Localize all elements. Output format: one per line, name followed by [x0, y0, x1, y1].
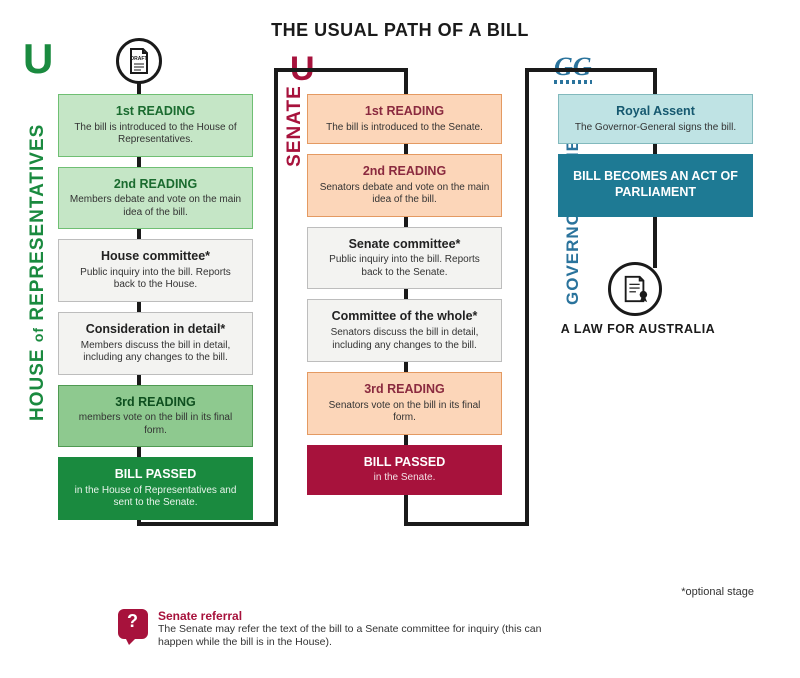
box-desc: The bill is introduced to the House of R… [69, 122, 242, 147]
house-label-of: of [30, 327, 46, 342]
senate-box-4: Committee of the whole* Senators discuss… [307, 299, 502, 362]
senate-box-6: BILL PASSED in the Senate. [307, 445, 502, 495]
box-title: 3rd READING [115, 395, 196, 411]
house-box-2: 2nd READING Members debate and vote on t… [58, 167, 253, 230]
box-title: 1st READING [116, 104, 195, 120]
line-v2up [525, 68, 529, 526]
box-title: BILL PASSED [364, 455, 446, 471]
box-title: BILL BECOMES AN ACT OF PARLIAMENT [567, 169, 744, 200]
box-desc: in the Senate. [374, 472, 436, 485]
box-desc: Members debate and vote on the main idea… [69, 194, 242, 219]
senate-box-3: Senate committee* Public inquiry into th… [307, 227, 502, 290]
house-label-suffix: REPRESENTATIVES [27, 124, 48, 321]
draft-icon: DRAFT [116, 38, 162, 84]
line-h2 [274, 68, 408, 72]
column-gg: Royal Assent The Governor-General signs … [558, 94, 753, 227]
svg-text:DRAFT: DRAFT [131, 56, 148, 62]
box-title: 2nd READING [114, 177, 197, 193]
line-v1up [274, 68, 278, 526]
senate-referral: Senate referral The Senate may refer the… [118, 609, 578, 650]
box-title: 1st READING [365, 104, 444, 120]
box-title: Royal Assent [616, 104, 695, 120]
box-desc: Senators vote on the bill in its final f… [318, 400, 491, 425]
senate-referral-title: Senate referral [158, 609, 578, 623]
box-title: BILL PASSED [115, 467, 197, 483]
label-house: HOUSE of REPRESENTATIVES [27, 201, 49, 421]
senate-box-5: 3rd READING Senators vote on the bill in… [307, 372, 502, 435]
house-u-icon: U [23, 35, 53, 83]
column-house: 1st READING The bill is introduced to th… [58, 94, 253, 530]
box-title: House committee* [101, 249, 210, 265]
box-desc: members vote on the bill in its final fo… [69, 412, 242, 437]
box-desc: Members discuss the bill in detail, incl… [69, 340, 242, 365]
main-title: THE USUAL PATH OF A BILL [0, 20, 800, 41]
footnote: *optional stage [681, 586, 754, 598]
box-desc: The bill is introduced to the Senate. [326, 122, 483, 135]
box-desc: in the House of Representatives and sent… [69, 485, 242, 510]
house-box-6: BILL PASSED in the House of Representati… [58, 457, 253, 520]
box-desc: Public inquiry into the bill. Reports ba… [69, 267, 242, 292]
box-desc: The Governor-General signs the bill. [575, 122, 736, 135]
line-h1 [137, 522, 277, 526]
gg-box-1: Royal Assent The Governor-General signs … [558, 94, 753, 144]
question-icon [118, 609, 148, 639]
house-box-1: 1st READING The bill is introduced to th… [58, 94, 253, 157]
box-title: 2nd READING [363, 164, 446, 180]
box-desc: Public inquiry into the bill. Reports ba… [318, 254, 491, 279]
law-label: A LAW FOR AUSTRALIA [558, 322, 718, 336]
gg-box-2: BILL BECOMES AN ACT OF PARLIAMENT [558, 154, 753, 217]
box-title: Consideration in detail* [86, 322, 226, 338]
box-desc: Senators discuss the bill in detail, inc… [318, 327, 491, 352]
senate-box-2: 2nd READING Senators debate and vote on … [307, 154, 502, 217]
law-icon [608, 262, 662, 316]
senate-referral-text: Senate referral The Senate may refer the… [158, 609, 578, 650]
house-box-4: Consideration in detail* Members discuss… [58, 312, 253, 375]
box-title: 3rd READING [364, 382, 445, 398]
box-desc: Senators debate and vote on the main ide… [318, 182, 491, 207]
box-title: Committee of the whole* [332, 309, 478, 325]
house-label-prefix: HOUSE [27, 348, 48, 421]
line-h3 [404, 522, 528, 526]
box-title: Senate committee* [349, 237, 461, 253]
senate-referral-desc: The Senate may refer the text of the bil… [158, 623, 578, 650]
label-senate: SENATE [284, 81, 306, 171]
senate-box-1: 1st READING The bill is introduced to th… [307, 94, 502, 144]
line-h4 [525, 68, 656, 72]
house-box-5: 3rd READING members vote on the bill in … [58, 385, 253, 448]
house-box-3: House committee* Public inquiry into the… [58, 239, 253, 302]
